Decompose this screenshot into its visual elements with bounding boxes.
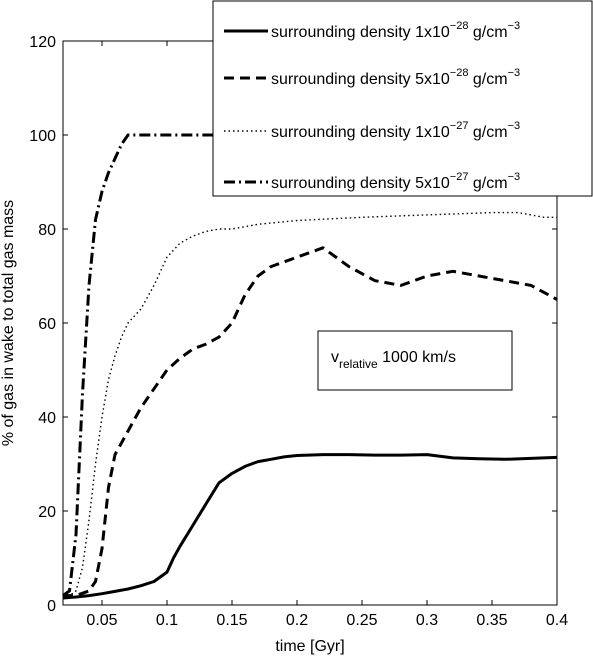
x-tick-label: 0.05 xyxy=(86,612,117,629)
legend-label-2: surrounding density 5x10−28 g/cm−3 xyxy=(271,67,520,88)
series-layer xyxy=(62,133,558,600)
legend-label-1: surrounding density 1x10−28 g/cm−3 xyxy=(271,20,520,41)
series-line-2 xyxy=(63,246,558,598)
x-tick-label: 0.15 xyxy=(216,612,247,629)
y-tick-label: 100 xyxy=(29,128,56,145)
legend: surrounding density 1x10−28 g/cm−3 surrou… xyxy=(212,0,593,197)
series-line-1 xyxy=(62,453,558,600)
legend-box xyxy=(212,0,593,197)
annotation-subscript: relative xyxy=(339,357,378,371)
x-tick-label: 0.1 xyxy=(156,612,178,629)
x-tick-label: 0.4 xyxy=(546,612,568,629)
y-tick-label: 0 xyxy=(47,598,56,615)
x-tick-label: 0.35 xyxy=(476,612,507,629)
annotation-box xyxy=(317,330,513,391)
x-tick-label: 0.2 xyxy=(286,612,308,629)
annotation-main: v xyxy=(331,349,339,366)
legend-label-3: surrounding density 1x10−27 g/cm−3 xyxy=(271,120,520,141)
annotation-rest: 1000 km/s xyxy=(378,349,456,366)
x-axis-label: time [Gyr] xyxy=(275,638,344,655)
tick-layer: 0.05 0.1 0.15 0.2 0.25 0.3 0.35 0.4 0 20 40 60 80 100… xyxy=(29,34,568,629)
legend-label-4: surrounding density 5x10−27 g/cm−3 xyxy=(271,171,520,192)
velocity-annotation: vrelative 1000 km/s xyxy=(317,330,513,391)
x-tick-label: 0.25 xyxy=(346,612,377,629)
y-tick-label: 20 xyxy=(38,504,56,521)
x-tick-label: 0.3 xyxy=(416,612,438,629)
y-tick-label: 60 xyxy=(38,316,56,333)
annotation-text: vrelative 1000 km/s xyxy=(331,349,456,371)
y-tick-label: 120 xyxy=(29,34,56,51)
y-tick-label: 40 xyxy=(38,410,56,427)
y-tick-label: 80 xyxy=(38,222,56,239)
series-line-4 xyxy=(62,133,297,597)
y-axis-label: % of gas in wake to total gas mass xyxy=(0,200,17,446)
